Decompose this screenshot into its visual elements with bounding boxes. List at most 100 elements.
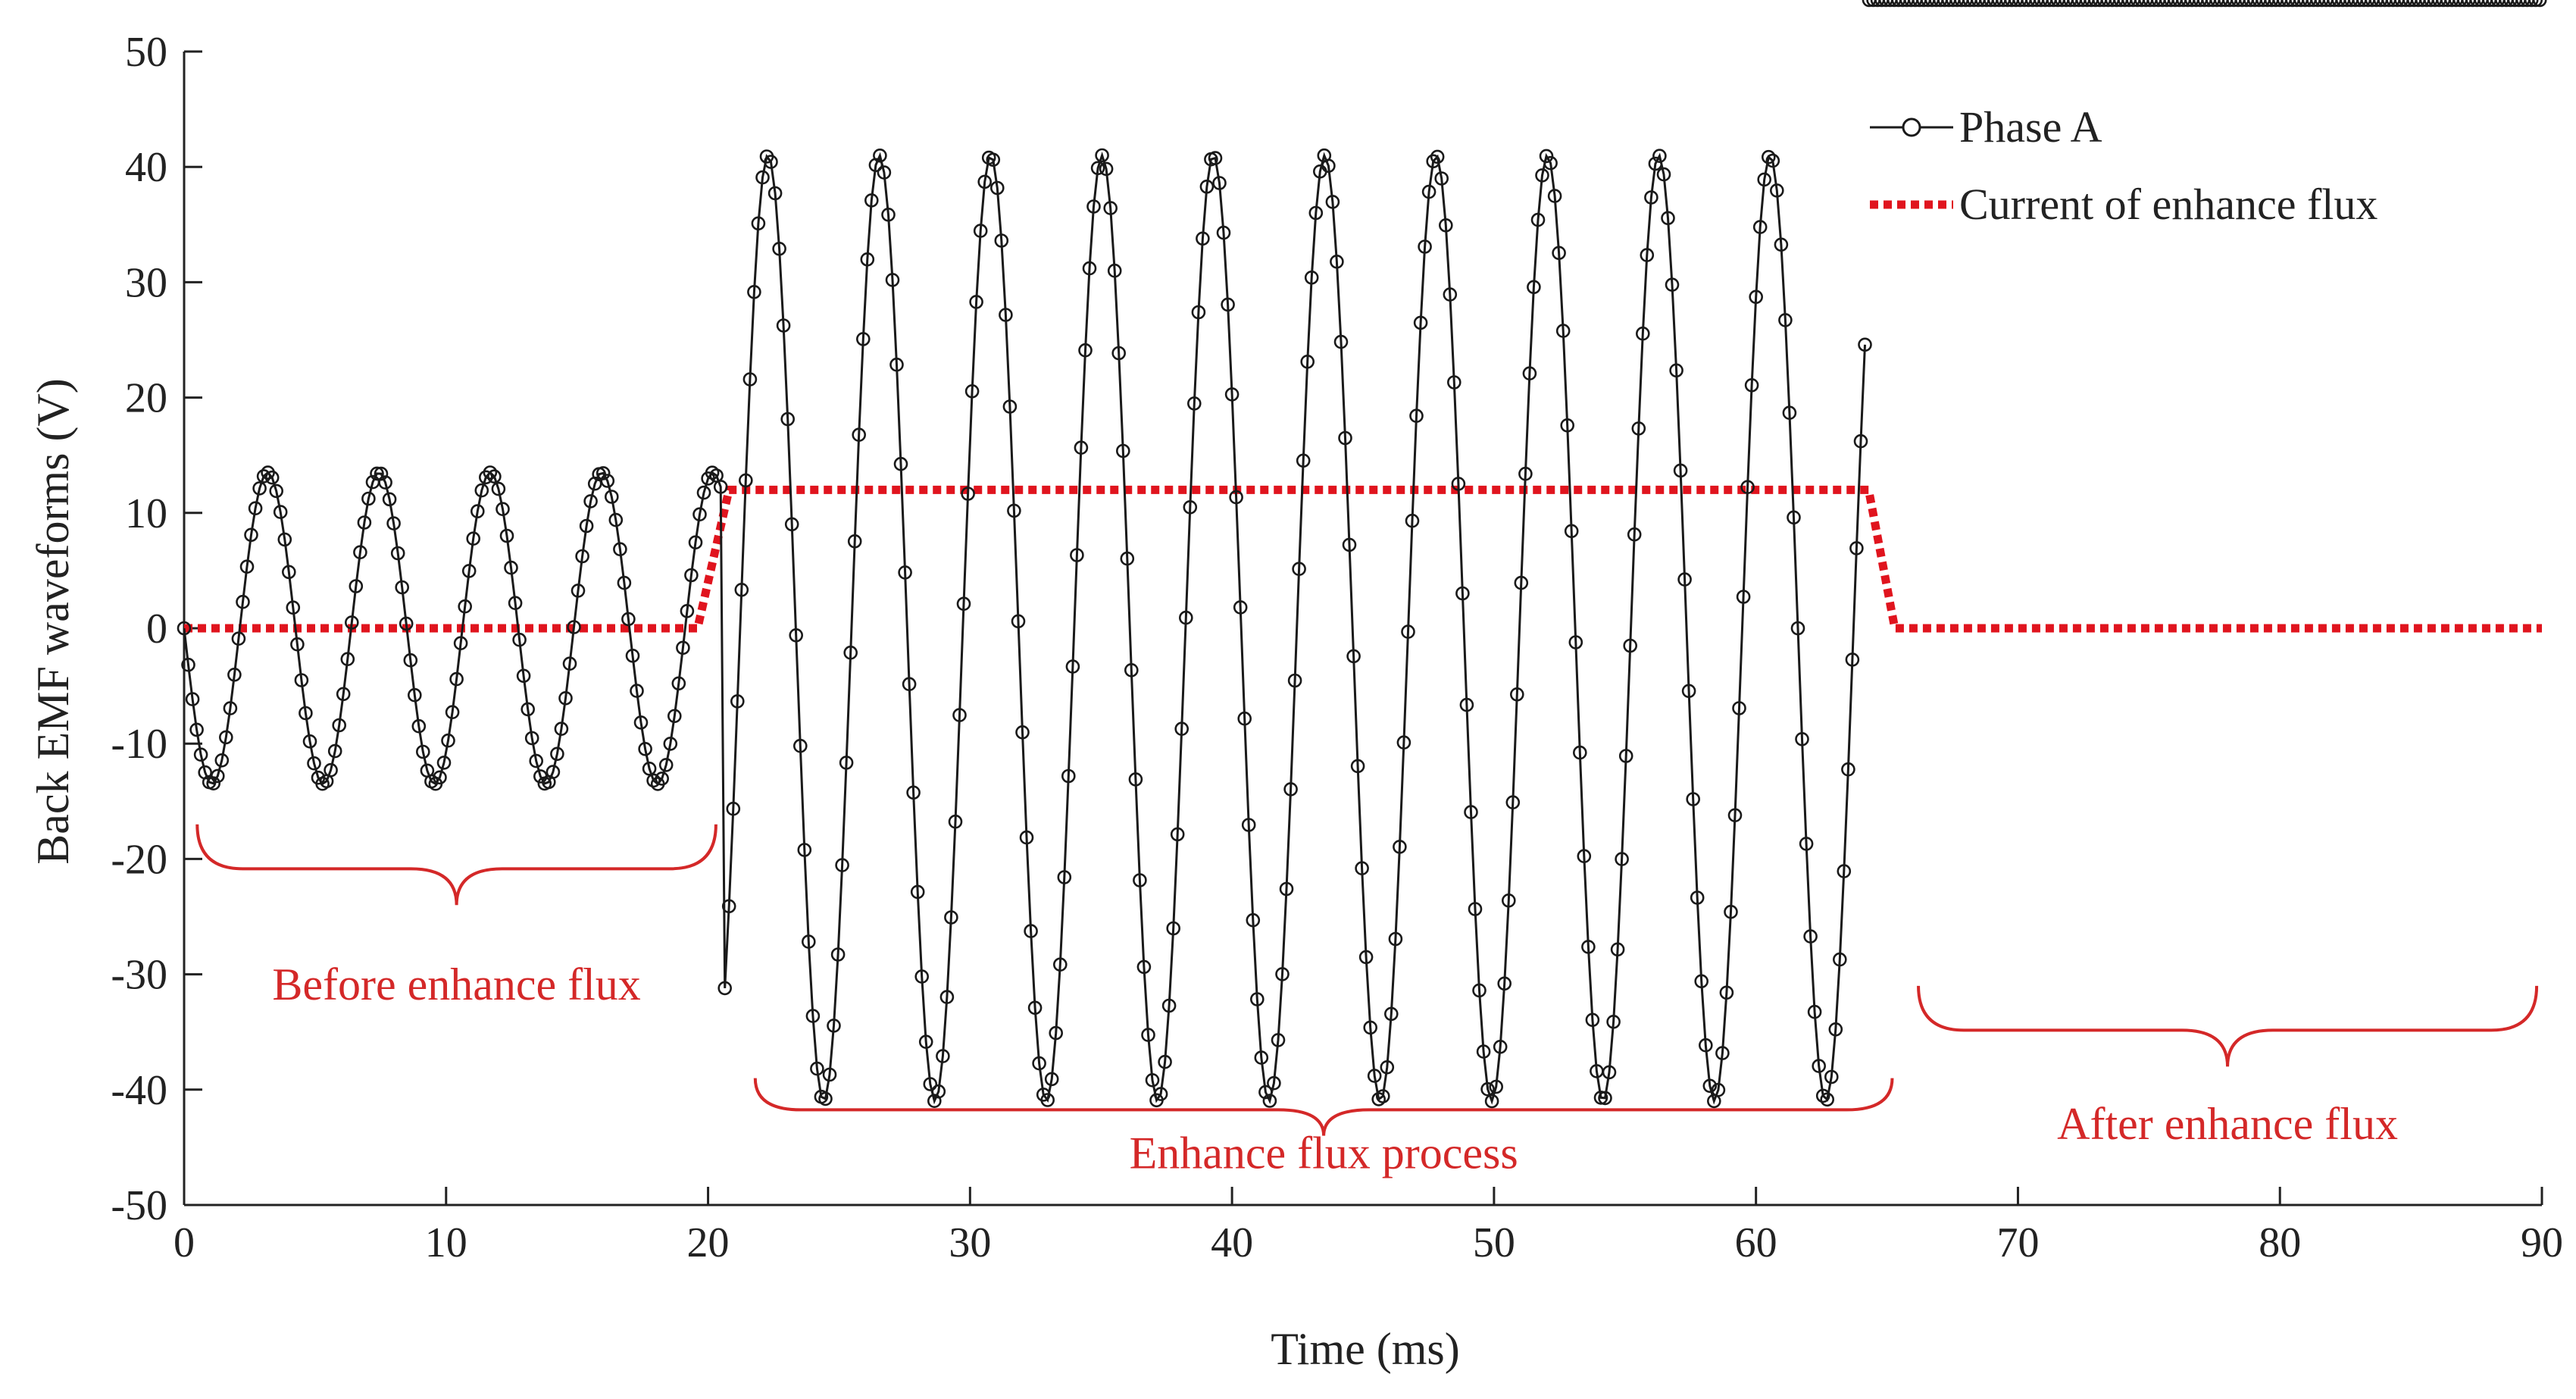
phase-a-point [977,174,992,189]
phase-a-point [1250,992,1265,1006]
phase-a-point [524,731,539,746]
phase-a-point [2093,0,2107,8]
phase-a-point [1874,0,1889,8]
phase-a-point [1413,315,1428,330]
phase-a-point [1271,1033,1286,1047]
phase-a-point [680,603,695,618]
phase-a-point [1782,405,1797,421]
phase-a-point [2474,0,2489,8]
phase-a-point [1070,548,1084,562]
phase-a-point [873,149,887,163]
phase-a-point [2407,0,2421,8]
phase-a-point [2318,0,2334,8]
phase-a-point [415,744,430,759]
phase-a-point [1946,0,1960,8]
phase-a-point [571,584,586,598]
phase-a-point [1757,172,1771,187]
y-tick-label: -30 [111,952,167,999]
phase-a-point [1405,513,1420,528]
phase-a-point [2201,0,2216,8]
phase-a-point [1656,167,1671,182]
phase-a-point [818,1091,833,1106]
phase-a-point [2227,0,2241,8]
phase-a-point [2189,0,2203,8]
phase-a-point [1179,610,1193,625]
phase-a-point [1778,313,1793,327]
phase-a-point [374,466,389,481]
phase-a-point [2373,0,2388,8]
phase-a-point [767,186,783,201]
phase-a-point [642,761,657,776]
x-tick-label: 50 [1473,1219,1515,1266]
phase-a-point [1787,510,1801,525]
phase-a-point [1681,684,1696,699]
phase-a-point [1133,873,1147,887]
phase-a-point [1333,334,1349,349]
phase-a-point [2315,0,2329,8]
phase-a-point [1074,440,1089,455]
x-tick-label: 40 [1211,1219,1253,1266]
phase-a-point [772,241,786,256]
phase-a-point [1170,827,1185,842]
phase-a-point [1493,1040,1508,1054]
phase-a-point [1899,0,1915,8]
y-tick-label: 20 [125,375,167,422]
phase-a-point [2146,0,2162,8]
phase-a-point [302,734,317,749]
phase-a-point [2335,0,2350,8]
phase-a-point [1618,749,1633,763]
phase-a-point [1027,1000,1043,1016]
phase-a-point [1451,477,1466,491]
phase-a-point [1283,782,1298,797]
phase-a-point [1962,0,1977,8]
phase-a-point [2356,0,2371,8]
phase-a-point [1393,840,1407,854]
phase-a-point [969,295,983,309]
phase-a-point [2293,0,2309,8]
phase-a-point [269,484,284,499]
phase-a-point [399,616,414,631]
phase-a-point [1346,649,1361,664]
phase-a-point [1577,849,1592,863]
phase-a-point [1790,621,1805,636]
phase-a-point [625,648,640,663]
phase-a-point [1560,418,1574,433]
phase-a-point [1715,1046,1730,1060]
phase-a-point [1665,277,1680,293]
phase-a-point [1812,1059,1826,1073]
phase-a-point [1044,1072,1059,1087]
phase-a-point [948,814,963,829]
phase-a-point [2281,0,2296,8]
phase-a-point [1221,297,1235,312]
phase-a-point [1262,1094,1277,1108]
phase-a-point [1640,248,1655,262]
y-tick-label: 0 [146,606,167,653]
phase-a-point [944,910,958,925]
phase-a-point [1246,912,1261,928]
phase-a-point [583,494,598,509]
phase-a-point [2101,0,2115,8]
phase-a-point [1011,614,1026,629]
phase-a-point [1342,537,1357,552]
phase-a-point [1267,1075,1281,1091]
phase-a-point [1024,924,1038,938]
phase-a-point [2197,0,2212,8]
phase-a-point [1841,762,1855,777]
phase-a-point [1111,346,1126,361]
phase-a-point [562,656,577,671]
phase-a-point [2176,0,2191,8]
legend-phase-a-marker [1902,117,1921,137]
phase-a-point [596,466,611,480]
phase-a-point [1065,659,1080,674]
phase-a-point [189,722,204,737]
phase-a-point [889,357,904,372]
phase-a-point [2235,0,2249,8]
phase-a-point [1136,959,1152,975]
phase-a-point [2156,0,2170,8]
phase-a-point [1468,902,1483,916]
phase-a-point [2034,0,2049,8]
phase-a-point [2134,0,2149,8]
phase-a-point [558,690,573,706]
y-tick-label: -10 [111,721,167,768]
